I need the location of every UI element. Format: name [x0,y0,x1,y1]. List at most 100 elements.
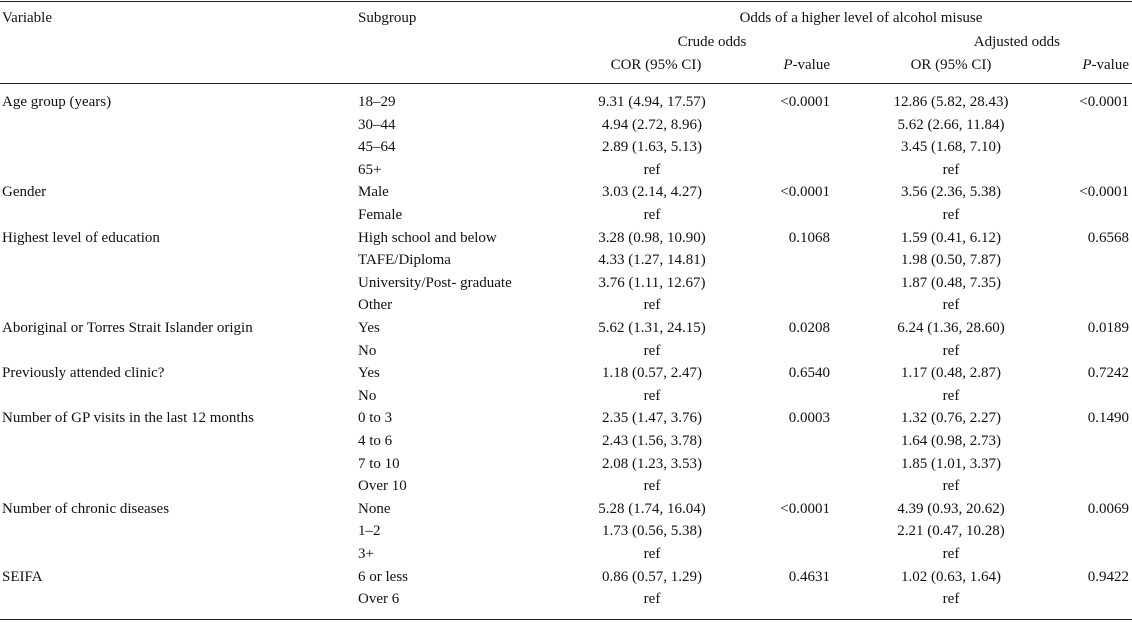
table-row: Previously attended clinic? Yes 1.18 (0.57… [0,364,1132,387]
row-crude-or: 4.94 (2.72, 8.96) [602,116,702,133]
header-adjusted-odds: Adjusted odds [973,34,1060,50]
row-adjusted-or: ref [942,297,960,314]
row-subgroup: Female [358,207,403,223]
row-subgroup: Other [358,297,393,314]
header-subgroup: Subgroup [358,10,417,26]
row-adjusted-or: 1.85 (1.01, 3.37) [901,455,1001,472]
row-crude-or: 5.28 (1.74, 16.04) [598,500,706,517]
row-crude-or: 1.18 (0.57, 2.47) [602,365,702,382]
row-crude-or: ref [643,478,661,495]
row-adjusted-or: ref [942,207,960,223]
row-subgroup: 7 to 10 [358,455,400,472]
row-p-value-crude: 0.6540 [788,365,830,382]
row-subgroup: 18–29 [358,94,396,110]
table-row: Highest level of education High school an… [0,229,1132,252]
row-variable: Highest level of education [2,229,160,246]
row-adjusted-or: ref [942,546,960,562]
row-p-value-adjusted: <0.0001 [1079,94,1129,110]
table-row: TAFE/Diploma 4.33 (1.27, 14.81) 1.98 (0.50… [0,251,1132,274]
row-adjusted-or: 1.87 (0.48, 7.35) [901,274,1001,291]
table-row: SEIFA 6 or less 0.86 (0.57, 1.29) 0.4631 1.0… [0,568,1132,591]
row-crude-or: 3.28 (0.98, 10.90) [598,229,706,246]
row-subgroup: 0 to 3 [358,410,393,427]
row-adjusted-or: 3.45 (1.68, 7.10) [901,139,1001,156]
row-p-value-crude: 0.1068 [788,229,830,246]
row-adjusted-or: 3.56 (2.36, 5.38) [901,184,1001,201]
row-adjusted-or: 4.39 (0.93, 20.62) [897,500,1005,517]
table-row: Age group (years) 18–29 9.31 (4.94, 17.57)… [0,93,1132,116]
row-p-value-crude: <0.0001 [780,184,830,201]
table-row: 3+ ref ref [0,545,1132,568]
header-rule [0,83,1132,84]
row-p-value-adjusted: <0.0001 [1079,184,1129,201]
row-variable: Age group (years) [2,94,112,110]
row-crude-or: 2.89 (1.63, 5.13) [602,139,702,156]
bottom-rule [0,619,1132,620]
row-crude-or: 2.43 (1.56, 3.78) [602,433,702,449]
row-subgroup: University/Post- graduate [358,274,512,291]
table-row: 7 to 10 2.08 (1.23, 3.53) 1.85 (1.01, 3.37… [0,455,1132,478]
row-p-value-crude: <0.0001 [780,94,830,110]
row-crude-or: ref [643,207,661,223]
row-p-value-crude: 0.4631 [788,568,830,585]
row-adjusted-or: 2.21 (0.47, 10.28) [897,523,1005,540]
row-crude-or: 1.73 (0.56, 5.38) [602,523,702,540]
row-subgroup: Over 10 [358,478,407,495]
row-subgroup: 30–44 [358,116,396,133]
table-row: University/Post- graduate 3.76 (1.11, 12.… [0,274,1132,297]
row-crude-or: 9.31 (4.94, 17.57) [598,94,706,110]
header-p-value-crude: P-value [783,57,830,73]
table-row: Female ref ref [0,206,1132,229]
row-p-value-adjusted: 0.0189 [1087,320,1129,336]
row-p-value-adjusted: 0.0069 [1087,500,1129,517]
row-variable: Aboriginal or Torres Strait Islander ori… [2,320,253,336]
row-variable: Number of chronic diseases [2,500,170,517]
row-p-value-crude: 0.0208 [788,320,830,336]
row-subgroup: 1–2 [358,523,381,540]
row-adjusted-or: ref [942,478,960,495]
row-subgroup: No [358,342,377,359]
header-crude-odds: Crude odds [677,34,747,50]
row-crude-or: 3.76 (1.11, 12.67) [598,274,706,291]
row-crude-or: 5.62 (1.31, 24.15) [598,320,706,336]
row-crude-or: ref [643,161,661,178]
table-row: Other ref ref [0,296,1132,319]
row-adjusted-or: 12.86 (5.82, 28.43) [893,94,1009,110]
row-adjusted-or: 1.64 (0.98, 2.73) [901,433,1001,449]
row-p-value-crude: 0.0003 [788,410,830,427]
row-adjusted-or: 1.59 (0.41, 6.12) [901,229,1001,246]
row-p-value-crude: <0.0001 [780,500,830,517]
row-adjusted-or: 1.02 (0.63, 1.64) [901,568,1001,585]
row-subgroup: 4 to 6 [358,433,393,449]
row-subgroup: 65+ [358,161,382,178]
row-p-value-adjusted: 0.6568 [1087,229,1129,246]
row-crude-or: 0.86 (0.57, 1.29) [602,568,702,585]
row-crude-or: 2.08 (1.23, 3.53) [602,455,702,472]
header-or: OR (95% CI) [910,57,992,73]
row-adjusted-or: ref [942,342,960,359]
row-crude-or: ref [643,387,661,404]
row-subgroup: Yes [358,320,380,336]
table-row: Over 6 ref ref [0,590,1132,613]
row-subgroup: No [358,387,377,404]
row-crude-or: 2.35 (1.47, 3.76) [602,410,702,427]
row-p-value-adjusted: 0.7242 [1087,365,1129,382]
row-crude-or: ref [643,297,661,314]
row-crude-or: ref [643,342,661,359]
row-subgroup: 3+ [358,546,374,562]
table-row: 65+ ref ref [0,161,1132,184]
header-group-title: Odds of a higher level of alcohol misuse [739,10,983,26]
row-crude-or: ref [643,546,661,562]
row-crude-or: ref [643,591,661,608]
table-row: Number of chronic diseases None 5.28 (1.74… [0,500,1132,523]
row-subgroup: 45–64 [358,139,396,156]
row-adjusted-or: 5.62 (2.66, 11.84) [897,116,1005,133]
table-row: Over 10 ref ref [0,477,1132,500]
header-p-value-adjusted: P-value [1082,57,1129,73]
table-row: 4 to 6 2.43 (1.56, 3.78) 1.64 (0.98, 2.73) [0,432,1132,455]
table-row: Number of GP visits in the last 12 month… [0,409,1132,432]
row-adjusted-or: 1.32 (0.76, 2.27) [901,410,1001,427]
row-variable: Previously attended clinic? [2,365,165,382]
header-cor: COR (95% CI) [610,57,702,73]
row-subgroup: High school and below [358,229,497,246]
